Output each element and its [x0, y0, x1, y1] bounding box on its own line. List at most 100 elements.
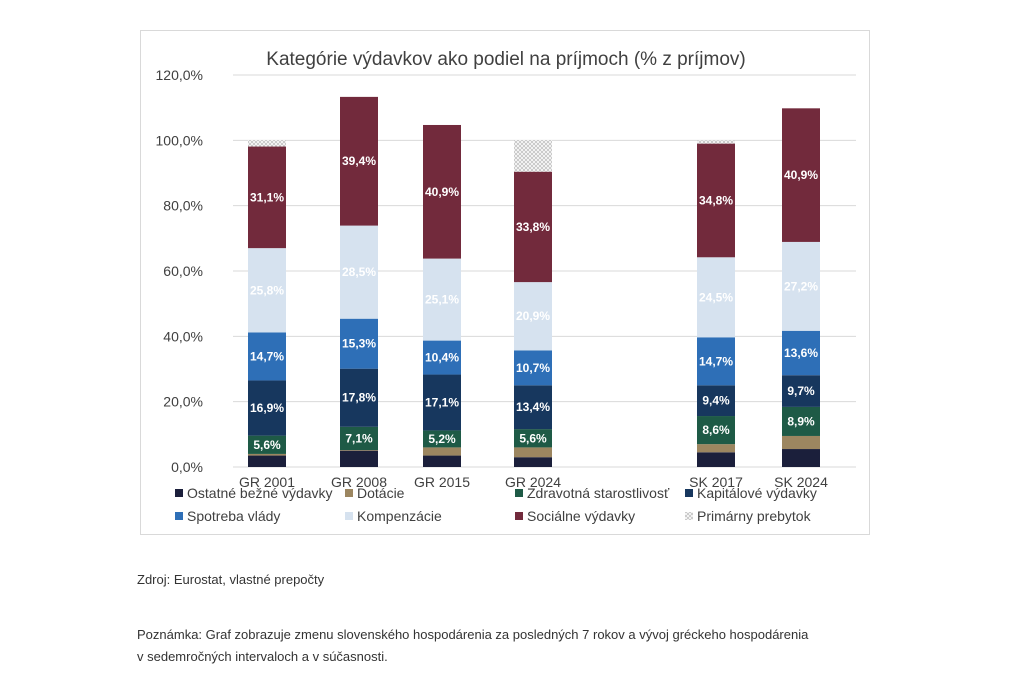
bar-segment	[697, 337, 735, 386]
bar-segment	[340, 318, 378, 369]
x-tick-label: GR 2001	[239, 474, 295, 490]
bar-segment	[697, 452, 735, 467]
bar-segment	[340, 368, 378, 427]
bar-segment	[340, 225, 378, 319]
data-label: 40,9%	[784, 168, 818, 182]
bar-segment	[697, 257, 735, 338]
x-tick-label: GR 2024	[505, 474, 561, 490]
data-label: 20,9%	[516, 309, 550, 323]
source-note: Zdroj: Eurostat, vlastné prepočty	[137, 572, 325, 587]
data-label: 31,1%	[250, 190, 284, 204]
bar-segment	[423, 374, 461, 431]
bar-segment	[248, 380, 286, 436]
bar-segment	[782, 449, 820, 467]
bar-segment	[697, 140, 735, 144]
data-label: 25,8%	[250, 283, 284, 297]
x-axis-ticks: GR 2001 GR 2008 GR 2015 GR 2024 SK 2017 SK 20…	[239, 474, 828, 490]
bar-segment	[248, 455, 286, 467]
data-label: 24,5%	[699, 290, 733, 304]
bar-segment	[697, 444, 735, 453]
data-label: 9,7%	[787, 384, 815, 398]
legend-label: Dotácie	[357, 485, 405, 501]
y-tick-label: 60,0%	[163, 263, 203, 279]
x-tick-label: GR 2015	[414, 474, 470, 490]
data-label: 7,1%	[345, 431, 373, 445]
bar-segment	[248, 140, 286, 147]
data-label: 17,8%	[342, 391, 376, 405]
bar-segment	[697, 416, 735, 445]
bar-segment	[782, 108, 820, 242]
x-tick-label: SK 2024	[774, 474, 828, 490]
legend-label: Zdravotná starostlivosť	[527, 485, 670, 501]
y-tick-label: 20,0%	[163, 394, 203, 410]
legend-label: Primárny prebytok	[697, 508, 812, 524]
legend-label: Sociálne výdavky	[527, 508, 635, 524]
bar-segment	[248, 435, 286, 454]
data-label: 40,9%	[425, 185, 459, 199]
bar-segment	[248, 453, 286, 456]
bar-segment	[514, 429, 552, 448]
data-label: 33,8%	[516, 220, 550, 234]
data-label: 25,1%	[425, 293, 459, 307]
bar-segment	[514, 140, 552, 172]
legend-label: Kompenzácie	[357, 508, 442, 524]
y-tick-label: 100,0%	[156, 132, 203, 148]
legend: Ostatné bežné výdavky Dotácie Zdravotná st…	[175, 485, 817, 524]
legend-label: Kapitálové výdavky	[697, 485, 817, 501]
data-label: 9,4%	[702, 394, 730, 408]
y-tick-label: 120,0%	[156, 67, 203, 83]
data-label: 10,4%	[425, 351, 459, 365]
bar-segment	[423, 447, 461, 456]
bar-segment	[423, 124, 461, 259]
data-label: 8,6%	[702, 423, 730, 437]
bar-segment	[248, 332, 286, 381]
legend-swatch	[515, 512, 523, 520]
bar-segment	[782, 375, 820, 407]
chart-frame: Kategórie výdavkov ako podiel na príjmoc…	[140, 30, 870, 535]
data-label: 13,4%	[516, 400, 550, 414]
bar-segment	[248, 248, 286, 333]
bar-segment	[340, 96, 378, 226]
legend-swatch	[515, 489, 523, 497]
bar-segment	[248, 146, 286, 249]
legend-label: Spotreba vlády	[187, 508, 280, 524]
bar-segment	[782, 241, 820, 331]
bar-segment	[340, 426, 378, 451]
bar-segment	[782, 330, 820, 376]
stacked-bar-chart: Kategórie výdavkov ako podiel na príjmoc…	[156, 49, 856, 524]
data-label: 5,6%	[519, 431, 547, 445]
bar-segment	[340, 450, 378, 467]
bar-segment	[340, 450, 378, 451]
bar-segment	[514, 350, 552, 386]
legend-label: Ostatné bežné výdavky	[187, 485, 333, 501]
chart-title: Kategórie výdavkov ako podiel na príjmoc…	[266, 49, 745, 70]
data-label: 34,8%	[699, 193, 733, 207]
legend-swatch	[685, 512, 693, 520]
footnote-line-2: v sedemročných intervaloch a v súčasnost…	[137, 649, 388, 664]
legend-swatch	[175, 489, 183, 497]
legend-swatch	[175, 512, 183, 520]
bar-segment	[514, 447, 552, 458]
data-label: 17,1%	[425, 395, 459, 409]
bar-segment	[423, 430, 461, 448]
bar-segment	[697, 385, 735, 417]
data-label: 15,3%	[342, 337, 376, 351]
bar-segment	[697, 143, 735, 258]
bar-segment	[423, 340, 461, 375]
data-label: 39,4%	[342, 154, 376, 168]
data-label: 27,2%	[784, 279, 818, 293]
y-axis-ticks: 0,0% 20,0% 40,0% 60,0% 80,0% 100,0% 120,0%	[156, 67, 203, 475]
bar-segment	[423, 455, 461, 467]
bar-segment	[423, 258, 461, 341]
legend-swatch	[345, 512, 353, 520]
bar-segment	[782, 406, 820, 436]
y-tick-label: 0,0%	[171, 459, 203, 475]
x-tick-label: SK 2017	[689, 474, 743, 490]
data-label: 8,9%	[787, 414, 815, 428]
data-label: 16,9%	[250, 401, 284, 415]
bar-segment	[514, 282, 552, 351]
x-tick-label: GR 2008	[331, 474, 387, 490]
data-label: 14,7%	[250, 349, 284, 363]
data-label: 28,5%	[342, 265, 376, 279]
data-label: 14,7%	[699, 354, 733, 368]
